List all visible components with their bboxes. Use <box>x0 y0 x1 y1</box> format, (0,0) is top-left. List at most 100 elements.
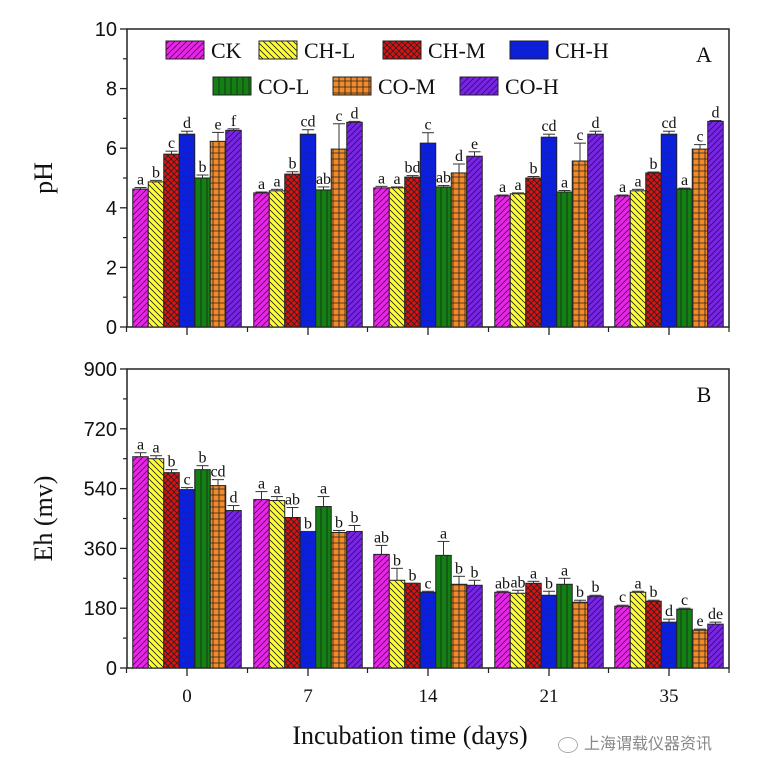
significance-letter: c <box>183 472 190 489</box>
bar-ch-m-day-14 <box>404 176 421 328</box>
significance-letter: b <box>650 584 658 601</box>
significance-letter: e <box>214 116 221 133</box>
bar-ck-day-21 <box>494 591 511 669</box>
significance-letter: a <box>320 481 327 498</box>
legend-label: CK <box>211 38 242 63</box>
bar-co-h-day-0 <box>225 510 242 669</box>
y-tick-label: 0 <box>106 317 117 339</box>
significance-letter: a <box>258 476 265 493</box>
y-tick-label: 0 <box>106 658 117 680</box>
significance-letter: e <box>471 136 478 153</box>
significance-letter: cd <box>210 464 225 481</box>
bar-co-m-day-14 <box>450 172 468 328</box>
bar-ch-m-day-14 <box>404 582 421 669</box>
legend-label: CO-L <box>258 74 309 99</box>
panel-tag: A <box>696 42 712 67</box>
significance-letter: a <box>273 173 280 190</box>
y-tick-label: 2 <box>106 257 117 279</box>
significance-letter: a <box>561 175 568 192</box>
bar-co-h-day-7 <box>346 121 363 328</box>
bar-ck-day-0 <box>132 456 149 669</box>
significance-letter: b <box>351 509 359 526</box>
bar-ck-day-7 <box>253 499 270 669</box>
significance-letter: b <box>289 156 297 173</box>
legend-swatch-co-m <box>332 76 372 96</box>
bar-ch-h-day-21 <box>540 594 558 669</box>
bar-co-h-day-0 <box>225 129 242 328</box>
bar-ch-l-day-7 <box>268 500 286 669</box>
bar-co-m-day-35 <box>691 629 709 669</box>
bar-co-m-day-0 <box>209 140 227 328</box>
legend-swatch-ck <box>165 40 205 60</box>
bar-co-m-day-7 <box>330 531 348 669</box>
significance-letter: b <box>455 560 463 577</box>
bar-co-l-day-14 <box>435 554 452 669</box>
significance-letter: c <box>681 592 688 609</box>
x-tick-label: 21 <box>540 686 559 707</box>
significance-letter: ab <box>510 574 525 591</box>
significance-letter: d <box>351 105 359 122</box>
x-tick-label: 14 <box>419 686 439 707</box>
significance-letter: a <box>619 179 626 196</box>
significance-letter: b <box>393 552 401 569</box>
significance-letter: a <box>681 172 688 189</box>
y-tick-label: 900 <box>84 359 117 381</box>
bar-ck-day-14 <box>373 187 390 328</box>
significance-letter: b <box>545 575 553 592</box>
bar-ck-day-21 <box>494 195 511 328</box>
bar-ch-l-day-35 <box>629 190 647 328</box>
significance-letter: a <box>393 171 400 188</box>
legend-label: CH-H <box>555 38 609 63</box>
significance-letter: b <box>409 567 417 584</box>
y-tick-label: 720 <box>84 419 117 441</box>
significance-letter: b <box>650 156 658 173</box>
legend-label: CO-H <box>505 74 559 99</box>
bar-ch-m-day-0 <box>163 472 180 669</box>
significance-letter: a <box>514 177 521 194</box>
bar-ch-m-day-35 <box>645 600 662 669</box>
significance-letter: de <box>708 606 723 623</box>
significance-letter: a <box>440 525 447 542</box>
bar-ch-h-day-14 <box>419 142 437 328</box>
significance-letter: c <box>696 129 703 146</box>
bar-ck-day-0 <box>132 188 149 328</box>
significance-letter: cd <box>300 114 315 131</box>
bar-ch-h-day-35 <box>660 621 678 669</box>
significance-letter: a <box>152 440 159 457</box>
significance-letter: cd <box>661 115 676 132</box>
bar-co-l-day-7 <box>315 506 332 669</box>
bar-ch-h-day-14 <box>419 591 437 669</box>
bar-ch-m-day-21 <box>525 582 542 669</box>
bar-co-h-day-14 <box>466 584 483 669</box>
bar-ch-h-day-7 <box>299 133 317 328</box>
bar-co-l-day-21 <box>556 583 573 669</box>
significance-letter: cd <box>541 118 556 135</box>
bar-ch-l-day-21 <box>509 592 527 669</box>
bar-co-m-day-21 <box>571 601 589 669</box>
legend-label: CH-L <box>304 38 355 63</box>
x-tick-label: 35 <box>660 686 679 707</box>
bar-co-h-day-35 <box>707 623 724 669</box>
significance-letter: f <box>231 113 237 130</box>
significance-letter: ab <box>316 171 331 188</box>
significance-letter: a <box>634 575 641 592</box>
significance-letter: b <box>199 450 207 467</box>
watermark-text: 上海谓载仪器资讯 <box>584 734 713 753</box>
bar-ch-m-day-35 <box>645 172 662 328</box>
bar-ck-day-7 <box>253 192 270 328</box>
significance-letter: b <box>592 579 600 596</box>
y-tick-label: 180 <box>84 598 117 620</box>
x-tick-label: 7 <box>303 686 313 707</box>
bar-ch-l-day-14 <box>388 187 406 328</box>
significance-letter: c <box>619 589 626 606</box>
significance-letter: b <box>152 164 160 181</box>
bar-ch-h-day-0 <box>178 133 196 328</box>
significance-letter: a <box>561 562 568 579</box>
bar-ch-l-day-7 <box>268 190 286 328</box>
x-tick-label: 0 <box>182 686 192 707</box>
y-axis-title: Eh (mv) <box>29 476 58 562</box>
wechat-icon <box>558 736 578 753</box>
